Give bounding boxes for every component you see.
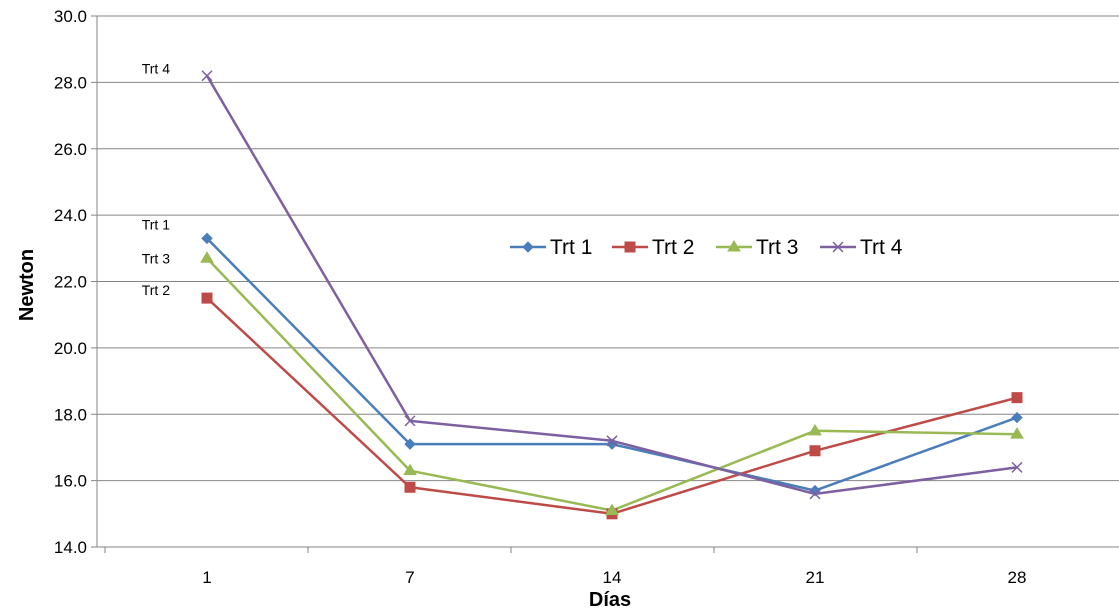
legend-label-trt-4: Trt 4 (860, 236, 903, 259)
point-annotations: Trt 4 Trt 1 Trt 3 Trt 2 (142, 61, 170, 298)
y-tick-label-2: 18.0 (54, 405, 87, 424)
y-tick-label-7: 28.0 (54, 73, 87, 92)
point-trt-3-28 (1010, 427, 1024, 439)
legend-label-trt-3: Trt 3 (756, 236, 798, 259)
x-tick-label-14: 14 (603, 568, 622, 587)
y-tick-label-5: 24.0 (54, 206, 87, 225)
series-line-trt-1 (206, 237, 1018, 492)
legend-item-trt-3: Trt 3 (716, 236, 798, 259)
legend-marker-trt-2 (624, 241, 636, 253)
legend-label-trt-1: Trt 1 (550, 236, 592, 259)
point-trt-4-1 (201, 70, 213, 82)
point-trt-4-14 (606, 435, 618, 447)
point-trt-1-14 (606, 438, 618, 450)
gridlines (97, 15, 1119, 548)
point-trt-1-28 (1011, 411, 1023, 424)
point-trt-4-7 (404, 415, 416, 427)
annotation-trt-2: Trt 2 (142, 282, 170, 298)
y-tick-label-6: 26.0 (54, 140, 87, 159)
point-trt-1-21 (809, 484, 821, 497)
legend-marker-trt-1 (522, 241, 534, 253)
series-line-trt-2 (206, 297, 1018, 516)
y-tick-label-4: 22.0 (54, 273, 87, 292)
point-trt-4-21 (809, 488, 821, 500)
point-trt-1-1 (201, 232, 213, 245)
point-trt-2-21 (809, 445, 821, 457)
x-tick-label-21: 21 (806, 568, 825, 587)
x-tick-label-28: 28 (1008, 568, 1027, 587)
y-tick-label-8: 30.0 (54, 7, 87, 26)
series-line-trt-3 (206, 257, 1018, 512)
y-tick-label-1: 16.0 (54, 472, 87, 491)
legend-marker-trt-4 (832, 241, 844, 253)
y-tick-label-3: 20.0 (54, 339, 87, 358)
legend: Trt 1 Trt 2 Trt 3 Trt 4 (510, 236, 903, 259)
x-tick-label-7: 7 (405, 568, 414, 587)
x-tick-label-1: 1 (202, 568, 211, 587)
legend-item-trt-4: Trt 4 (820, 236, 903, 259)
series-markers (200, 70, 1024, 520)
annotation-trt-4: Trt 4 (142, 61, 170, 77)
point-trt-3-14 (605, 503, 619, 515)
point-trt-1-7 (404, 438, 416, 450)
point-trt-3-1 (200, 251, 214, 263)
annotation-trt-3: Trt 3 (142, 250, 170, 266)
y-axis-title: Newton (16, 249, 38, 321)
legend-item-trt-1: Trt 1 (510, 236, 592, 259)
point-trt-2-7 (404, 481, 416, 493)
point-trt-2-1 (201, 292, 213, 304)
annotation-trt-1: Trt 1 (142, 216, 170, 232)
legend-marker-trt-3 (727, 240, 741, 252)
point-trt-3-7 (403, 463, 417, 476)
point-trt-3-21 (808, 423, 822, 436)
x-axis-title: Días (589, 589, 631, 611)
legend-label-trt-2: Trt 2 (652, 236, 694, 259)
axes: 14.0 16.0 18.0 20.0 22.0 24.0 26.0 28.0 30.0 1 7 14… (54, 7, 1119, 587)
point-trt-4-28 (1011, 461, 1023, 473)
y-tick-label-0: 14.0 (54, 538, 87, 557)
legend-item-trt-2: Trt 2 (612, 236, 694, 259)
point-trt-2-28 (1011, 392, 1023, 404)
